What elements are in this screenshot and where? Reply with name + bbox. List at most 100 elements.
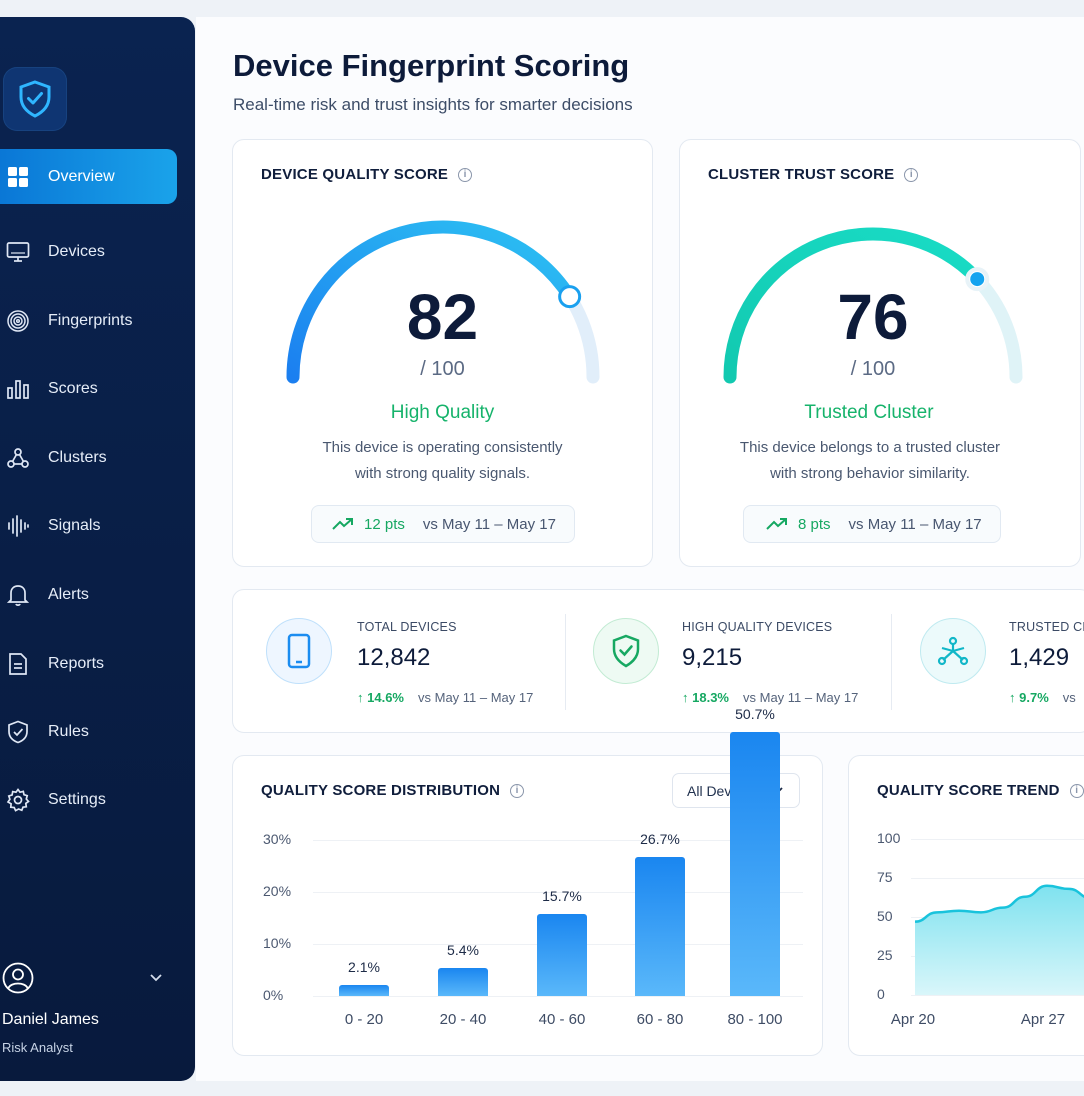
sidebar-item-fingerprints[interactable]: Fingerprints [0, 293, 177, 348]
gridline [313, 840, 803, 841]
gridline [313, 996, 803, 997]
card-title-text: DEVICE QUALITY SCORE [261, 166, 449, 183]
info-icon[interactable]: i [904, 167, 919, 182]
trust-compare: vs May 11 – May 17 [848, 515, 982, 533]
quality-distribution-card: QUALITY SCORE DISTRIBUTION i All Devices… [232, 706, 823, 1056]
stat-total-devices: TOTAL DEVICES 12,842 ↑ 14.6% vs May 11 –… [266, 590, 566, 732]
sidebar-item-clusters[interactable]: Clusters [0, 430, 177, 485]
shield-check-icon [0, 720, 48, 744]
trust-change: 8 pts [766, 516, 831, 533]
cluster-icon [0, 447, 48, 469]
sidebar-item-overview[interactable]: Overview [0, 149, 177, 204]
bar-value-label: 5.4% [447, 941, 479, 958]
y-tick-label: 25 [877, 947, 893, 963]
sidebar-item-label: Settings [48, 790, 106, 808]
sidebar-item-label: Alerts [48, 585, 89, 603]
shield-check-icon [612, 634, 640, 668]
card-title: DEVICE QUALITY SCORE i [261, 166, 473, 183]
network-icon [937, 636, 969, 666]
bar-value-label: 50.7% [735, 706, 775, 723]
stat-icon-circle [593, 618, 659, 684]
trust-change-value: 8 pts [798, 515, 831, 533]
divider [565, 614, 566, 710]
sidebar-item-devices[interactable]: Devices [0, 224, 177, 279]
quality-status: High Quality [390, 402, 495, 423]
sidebar: Overview Devices Fingerprints Scores Cluster… [0, 17, 195, 1081]
quality-desc-line1: This device is operating consistently [322, 439, 563, 456]
user-avatar-icon [2, 962, 34, 994]
chevron-down-icon[interactable] [149, 973, 163, 983]
bar[interactable] [537, 914, 587, 996]
trust-desc-line2: with strong behavior similarity. [770, 465, 970, 482]
device-quality-card: DEVICE QUALITY SCORE i 82 / 100 High Qua… [232, 139, 653, 567]
gauge-fill [286, 220, 577, 384]
x-tick-label: 0 - 20 [344, 1011, 384, 1028]
phone-icon [287, 633, 311, 669]
sidebar-item-settings[interactable]: Settings [0, 772, 177, 827]
stat-label: HIGH QUALITY DEVICES [682, 620, 833, 634]
gridline [313, 892, 803, 893]
card-title: CLUSTER TRUST SCORE i [708, 166, 919, 183]
sidebar-item-label: Fingerprints [48, 311, 133, 329]
quality-gauge [286, 220, 600, 384]
sidebar-item-rules[interactable]: Rules [0, 704, 177, 759]
stat-compare: vs [1062, 690, 1076, 705]
bar[interactable] [339, 985, 389, 996]
stat-change: ↑ 9.7% vs [1009, 690, 1076, 705]
monitor-icon [0, 241, 48, 263]
trust-score-max: / 100 [850, 358, 896, 380]
cluster-trust-card: CLUSTER TRUST SCORE i 76 / 100 Trusted C… [679, 139, 1081, 567]
info-icon[interactable]: i [458, 167, 473, 182]
x-tick-label: 60 - 80 [636, 1011, 684, 1028]
stat-icon-circle [266, 618, 332, 684]
bar[interactable] [730, 732, 780, 996]
y-tick-label: 0 [877, 986, 885, 1002]
sidebar-item-signals[interactable]: Signals [0, 498, 177, 553]
gridline [911, 839, 1084, 840]
divider [891, 614, 892, 710]
trend-line [914, 884, 1084, 923]
y-tick-label: 50 [877, 908, 893, 924]
signal-wave-icon [0, 514, 48, 538]
trust-status: Trusted Cluster [804, 402, 934, 423]
stat-change-pct: ↑ 14.6% [357, 690, 404, 705]
trust-desc-line1: This device belongs to a trusted cluster [739, 439, 1001, 456]
x-tick-label: 20 - 40 [439, 1011, 487, 1028]
info-icon[interactable]: i [510, 783, 525, 798]
info-icon[interactable]: i [1069, 783, 1084, 798]
y-tick-label: 10% [263, 935, 292, 951]
bar[interactable] [438, 967, 488, 996]
quality-compare: vs May 11 – May 17 [422, 515, 556, 533]
trend-area [915, 885, 1084, 995]
trust-score-value: 76 [837, 281, 909, 353]
stats-card: TOTAL DEVICES 12,842 ↑ 14.6% vs May 11 –… [232, 589, 1084, 733]
card-title-text: QUALITY SCORE DISTRIBUTION [261, 782, 501, 799]
stat-change-value: 9.7% [1019, 690, 1049, 705]
x-tick-label: 80 - 100 [727, 1011, 783, 1028]
trend-area-svg [914, 884, 1084, 995]
bar-value-label: 26.7% [640, 831, 680, 848]
y-tick-label: 100 [877, 830, 901, 846]
quality-trend-card: QUALITY SCORE TREND i 100 75 50 25 0 Apr 20 Ap… [848, 755, 1084, 1056]
card-title: QUALITY SCORE TREND i [877, 782, 1084, 799]
trend-up-icon [766, 518, 787, 530]
stat-value: 9,215 [682, 644, 743, 671]
bell-icon [0, 583, 48, 607]
shield-check-icon [19, 80, 51, 118]
sidebar-item-scores[interactable]: Scores [0, 361, 177, 416]
user-role: Risk Analyst [2, 1040, 73, 1055]
sidebar-item-label: Clusters [48, 448, 107, 466]
y-tick-label: 75 [877, 869, 893, 885]
bar[interactable] [635, 857, 685, 996]
quality-score-max: / 100 [420, 358, 465, 380]
quality-score-value: 82 [406, 281, 479, 353]
sidebar-item-alerts[interactable]: Alerts [0, 567, 177, 622]
logo[interactable] [3, 67, 67, 131]
stat-value: 12,842 [357, 644, 431, 671]
user-name: Daniel James [2, 1011, 99, 1028]
stat-label: TRUSTED CL [1009, 620, 1084, 634]
sidebar-item-reports[interactable]: Reports [0, 636, 177, 691]
stat-label: TOTAL DEVICES [357, 620, 457, 634]
x-tick-label: Apr 27 [1020, 1011, 1066, 1028]
x-tick-label: 40 - 60 [538, 1011, 586, 1028]
